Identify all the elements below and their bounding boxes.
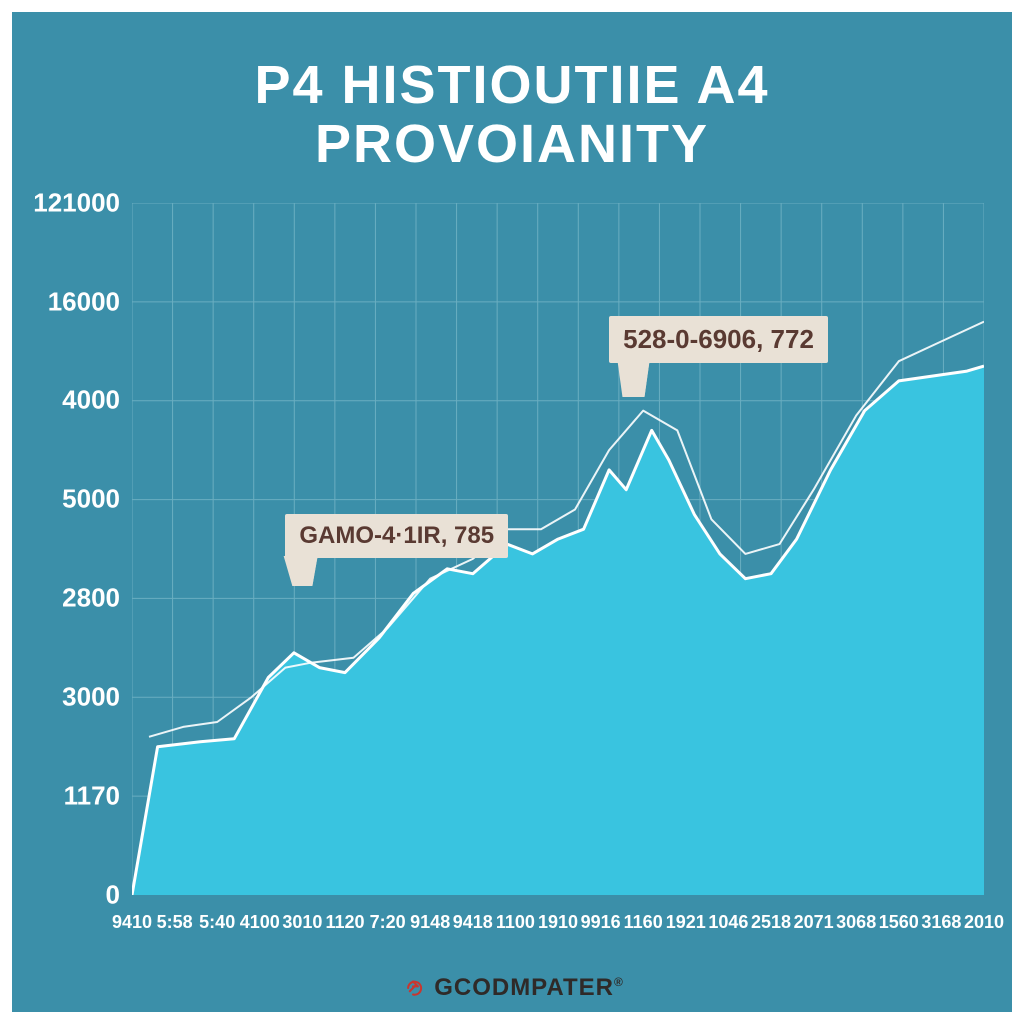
x-tick-label: 3168	[921, 912, 961, 933]
brand-logo-icon	[400, 975, 426, 1001]
x-tick-label: 9410	[112, 912, 152, 933]
y-tick-label: 121000	[33, 187, 120, 218]
y-tick-label: 16000	[48, 286, 120, 317]
callout-label: GAMO-4·1IR, 785	[285, 514, 508, 558]
chart-area: 01170300028005000400016000121000 GAMO-4·…	[36, 203, 988, 923]
title-line-1: P4 HISTIOUTIIE A4	[36, 56, 988, 115]
y-tick-label: 5000	[62, 484, 120, 515]
x-tick-label: 1100	[496, 912, 535, 933]
x-tick-label: 5:58	[157, 912, 193, 933]
registered-mark: ®	[614, 975, 624, 989]
chart-svg	[132, 203, 984, 895]
callout-label: 528-0-6906, 772	[609, 316, 828, 363]
x-tick-label: 2071	[794, 912, 834, 933]
x-tick-label: 5:40	[199, 912, 235, 933]
x-tick-label: 9916	[581, 912, 621, 933]
x-tick-label: 3010	[282, 912, 322, 933]
x-tick-label: 1160	[624, 912, 663, 933]
brand-name: GCODMPATER®	[434, 974, 624, 1002]
y-tick-label: 2800	[62, 583, 120, 614]
y-axis-labels: 01170300028005000400016000121000	[36, 203, 126, 923]
footer: GCODMPATER®	[12, 974, 1012, 1002]
x-tick-label: 1921	[666, 912, 706, 933]
x-tick-label: 1910	[538, 912, 578, 933]
x-tick-label: 9148	[410, 912, 450, 933]
y-tick-label: 4000	[62, 385, 120, 416]
x-tick-label: 1120	[325, 912, 364, 933]
x-tick-label: 2010	[964, 912, 1004, 933]
x-tick-label: 1560	[879, 912, 919, 933]
y-tick-label: 3000	[62, 682, 120, 713]
x-tick-label: 4100	[240, 912, 280, 933]
x-tick-label: 9418	[453, 912, 493, 933]
area-series	[132, 366, 984, 895]
title-line-2: PROVOIANITY	[36, 115, 988, 174]
chart-title: P4 HISTIOUTIIE A4 PROVOIANITY	[36, 56, 988, 175]
x-tick-label: 2518	[751, 912, 791, 933]
chart-frame: P4 HISTIOUTIIE A4 PROVOIANITY 0 1170 3000 2…	[12, 12, 1012, 1012]
x-tick-label: 3068	[836, 912, 876, 933]
y-tick-label: 0	[106, 879, 120, 910]
x-axis-labels: 94105:585:404100301011207:20914894181100…	[132, 901, 984, 933]
brand-text: GCODMPATER	[434, 974, 614, 1001]
plot-region: GAMO-4·1IR, 785 528-0-6906, 772	[132, 203, 984, 895]
x-tick-label: 7:20	[370, 912, 406, 933]
x-tick-label: 1046	[708, 912, 748, 933]
y-tick-label: 1170	[64, 780, 120, 811]
